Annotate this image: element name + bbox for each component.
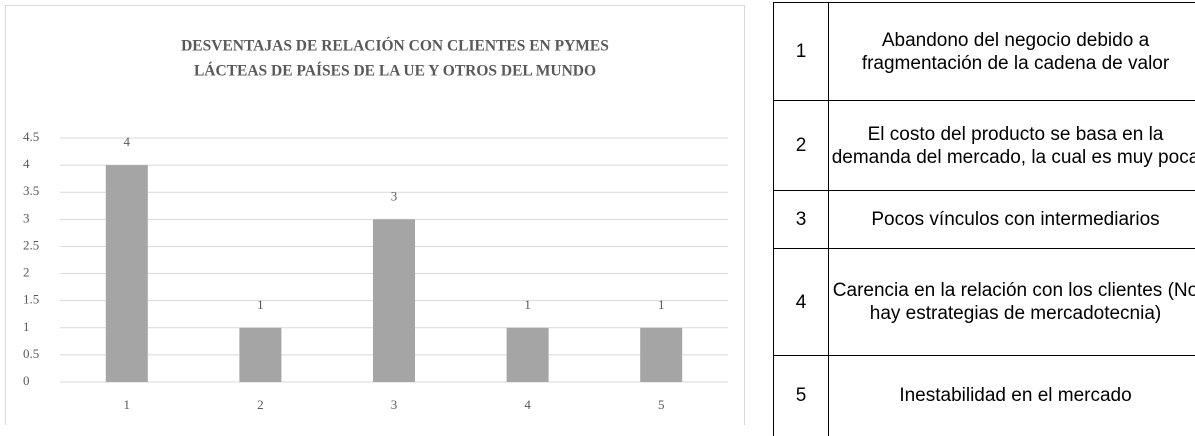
description-cell: El costo del producto se basa en la dema… <box>829 101 1195 191</box>
y-tick-label: 3.5 <box>23 183 39 198</box>
x-tick-label: 5 <box>658 397 665 412</box>
number-cell: 5 <box>774 356 829 436</box>
y-tick-label: 0.5 <box>23 346 39 361</box>
number-cell: 1 <box>774 3 829 101</box>
description-cell: Inestabilidad en el mercado <box>829 356 1195 436</box>
data-label: 3 <box>391 188 398 203</box>
y-tick-label: 4.5 <box>23 129 39 144</box>
x-tick-label: 3 <box>391 397 398 412</box>
chart: DESVENTAJAS DE RELACIÓN CON CLIENTES EN … <box>0 0 750 425</box>
chart-title: DESVENTAJAS DE RELACIÓN CON CLIENTES EN … <box>181 38 609 55</box>
description-cell: Abandono del negocio debido a fragmentac… <box>829 3 1195 101</box>
y-tick-label: 1.5 <box>23 292 39 307</box>
description-cell: Pocos vínculos con intermediarios <box>829 191 1195 249</box>
data-label: 1 <box>658 297 665 312</box>
chart-title: LÁCTEAS DE PAÍSES DE LA UE Y OTROS DEL M… <box>194 63 596 80</box>
bar <box>106 165 148 382</box>
x-tick-label: 2 <box>257 397 264 412</box>
bar <box>640 328 682 382</box>
data-label: 1 <box>524 297 531 312</box>
description-cell: Carencia en la relación con los clientes… <box>829 249 1195 356</box>
x-tick-label: 4 <box>524 397 531 412</box>
y-tick-label: 4 <box>23 156 30 171</box>
page: DESVENTAJAS DE RELACIÓN CON CLIENTES EN … <box>0 0 1195 425</box>
y-tick-label: 2.5 <box>23 237 39 252</box>
y-tick-label: 2 <box>23 265 30 280</box>
y-tick-label: 0 <box>23 373 30 388</box>
data-label: 1 <box>257 297 264 312</box>
x-tick-label: 1 <box>124 397 131 412</box>
bar <box>507 328 549 382</box>
number-cell: 2 <box>774 101 829 191</box>
y-tick-label: 1 <box>23 319 30 334</box>
data-label: 4 <box>124 134 131 149</box>
y-tick-label: 3 <box>23 210 30 225</box>
number-cell: 4 <box>774 249 829 356</box>
number-cell: 3 <box>774 191 829 249</box>
bar <box>239 328 281 382</box>
bar <box>373 219 415 382</box>
